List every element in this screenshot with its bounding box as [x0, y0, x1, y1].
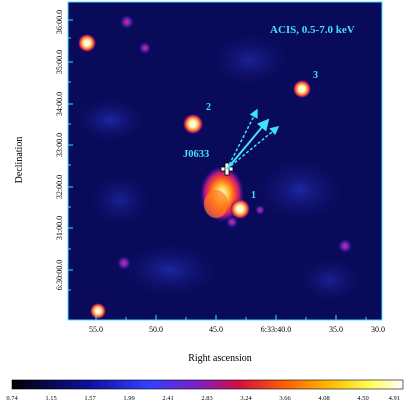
star-label-3: 3: [313, 70, 318, 81]
x-axis-label: Right ascension: [188, 353, 252, 364]
x-tick: 55.0: [89, 325, 103, 334]
y-axis-ticks: 36:00.0 35:00.0 34:00.0 33:00.0 32:00.0 …: [55, 10, 64, 290]
colorbar-tick: 1.57: [84, 395, 96, 402]
colorbar-gradient: [11, 379, 404, 390]
source-label: J0633: [183, 149, 209, 160]
x-tick: 35.0: [329, 325, 343, 334]
colorbar-tick: 3.66: [279, 395, 291, 402]
x-tick: 6:33:40.0: [261, 325, 291, 334]
star-label-2: 2: [206, 102, 211, 113]
direction-arrows: [226, 108, 280, 170]
y-tick: 6:30:00.0: [55, 260, 64, 290]
y-axis-label: Declination: [14, 137, 25, 184]
colorbar-tick: 4.91: [389, 395, 400, 402]
x-tick: 50.0: [149, 325, 163, 334]
image-frame: [67, 1, 383, 321]
y-tick: 31:00.0: [55, 216, 64, 240]
colorbar-tick: 4.08: [318, 395, 329, 402]
x-axis-ticks: 55.0 50.0 45.0 6:33:40.0 35.0 30.0: [89, 325, 385, 334]
star-label-1: 1: [251, 190, 256, 201]
colorbar: 0.74 1.15 1.57 1.99 2.41 2.83 3.24 3.66 …: [6, 379, 404, 402]
colorbar-tick: 2.41: [162, 395, 173, 402]
colorbar-tick: 4.50: [357, 395, 368, 402]
colorbar-tick: 0.74: [6, 395, 18, 402]
xray-image: ACIS, 0.5-7.0 keV J0633 1 2 3: [68, 2, 382, 320]
y-tick: 34:00.0: [55, 92, 64, 116]
image-title: ACIS, 0.5-7.0 keV: [270, 24, 355, 36]
x-tick: 45.0: [209, 325, 223, 334]
y-tick: 36:00.0: [55, 10, 64, 34]
y-tick: 32:00.0: [55, 175, 64, 199]
y-tick: 35:00.0: [55, 50, 64, 74]
colorbar-ticks: 0.74 1.15 1.57 1.99 2.41 2.83 3.24 3.66 …: [6, 395, 400, 402]
colorbar-tick: 1.99: [123, 395, 134, 402]
y-tick: 33:00.0: [55, 133, 64, 157]
colorbar-tick: 1.15: [45, 395, 56, 402]
colorbar-tick: 3.24: [240, 395, 252, 402]
colorbar-tick: 2.83: [201, 395, 212, 402]
frame-ticks: [68, 19, 367, 320]
x-tick: 30.0: [371, 325, 385, 334]
